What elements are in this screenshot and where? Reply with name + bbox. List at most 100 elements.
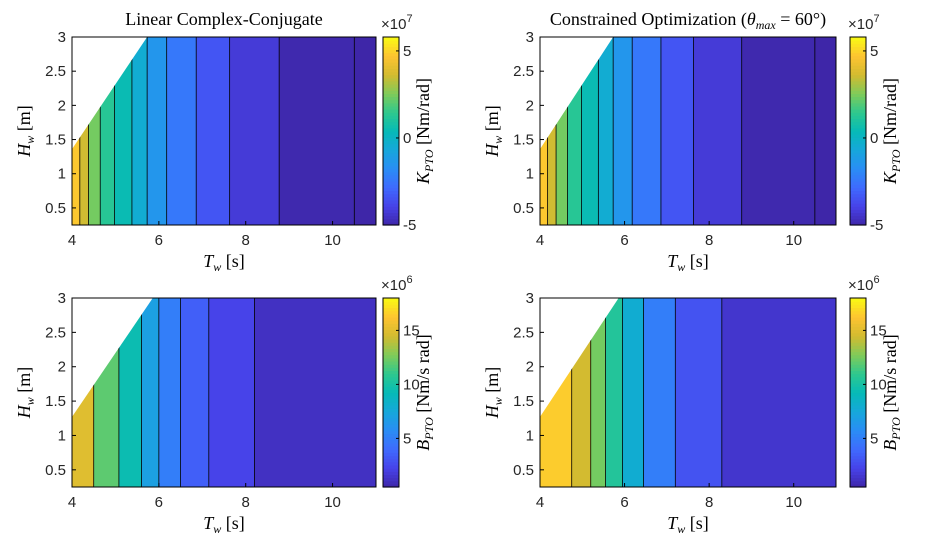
y-tick-label: 3 [58,290,66,307]
colorbar-tick-label: 5 [870,430,878,447]
subplot-2: 4 6 8 10 0.5 1 1.5 2 2.5 3 Tw [s] Hw [m] Constrained… [482,9,903,274]
y-tick-label: 1 [58,427,66,444]
contour-band [180,298,209,487]
x-tick-label: 10 [785,494,802,511]
y-tick-label: 2.5 [45,63,66,80]
colorbar-tick-label: 5 [870,43,878,60]
x-tick-label: 8 [705,494,713,511]
y-tick-label: 0.5 [45,462,66,479]
contour-band [598,37,614,225]
axes-box [71,297,377,488]
chart-title: Linear Complex-Conjugate [125,9,322,29]
y-axis-label: Hw [m] [482,105,505,158]
y-axis-label: Hw [m] [14,367,37,420]
contour-band [166,37,197,225]
breaking-limit-mask [72,37,148,150]
contour-band [741,37,815,225]
y-tick-label: 1 [526,427,534,444]
y-tick-label: 2 [526,359,534,376]
x-tick-label: 4 [536,494,544,511]
y-tick-label: 1.5 [513,132,534,149]
contour-band [118,298,142,487]
colorbar-tick-label: 5 [403,43,411,60]
y-tick-label: 2.5 [513,324,534,341]
x-tick-label: 10 [785,232,802,249]
colorbar-tick-label: 0 [870,130,878,147]
contour-band [693,37,742,225]
y-tick-label: 2 [526,97,534,114]
y-tick-label: 1.5 [45,132,66,149]
contour-band [547,37,557,225]
contour-band [613,37,633,225]
contour-area [540,37,836,225]
y-tick-label: 0.5 [513,462,534,479]
contour-band [114,37,132,225]
contour-area [540,298,836,487]
y-tick-label: 1 [526,166,534,183]
x-tick-label: 4 [536,232,544,249]
contour-band [79,37,89,225]
contour-area [72,37,376,225]
x-tick-label: 4 [68,232,76,249]
x-tick-label: 10 [324,494,341,511]
contour-band [643,298,676,487]
contour-band [675,298,722,487]
x-tick-label: 6 [155,232,163,249]
breaking-limit-mask [540,298,619,417]
y-tick-label: 3 [526,29,534,46]
colorbar-multiplier: ×107 [848,13,880,33]
y-tick-label: 2.5 [513,63,534,80]
colorbar-multiplier: ×106 [848,274,880,294]
contour-band [632,37,661,225]
colorbar-tick-label: 10 [403,376,420,393]
subplot-4: 4 6 8 10 0.5 1 1.5 2 2.5 3 Tw [s] Hw [m] 5 10 15 ×106 BP… [482,274,903,536]
contour-band [254,298,376,487]
y-tick-label: 3 [58,29,66,46]
contour-band [622,298,644,487]
contour-band [279,37,355,225]
breaking-limit-mask [540,37,614,150]
axes-box [539,36,837,226]
contour-area [72,298,376,487]
colorbar: -5 0 5 ×107 KPTO [Nm/rad] [848,13,903,234]
x-tick-label: 10 [324,232,341,249]
y-tick-label: 1 [58,166,66,183]
colorbar-tick-label: 15 [870,322,887,339]
colorbar-label: BPTO [Nm/s rad] [880,334,903,450]
y-axis-label: Hw [m] [482,367,505,420]
colorbar-label: KPTO [Nm/rad] [413,78,436,185]
colorbar-tick-label: -5 [403,217,416,234]
x-tick-label: 8 [242,232,250,249]
subplot-1: 4 6 8 10 0.5 1 1.5 2 2.5 3 Tw [s] Hw [m] Linear Comp… [14,9,436,274]
x-tick-label: 8 [242,494,250,511]
subplot-3: 4 6 8 10 0.5 1 1.5 2 2.5 3 Tw [s] Hw [m] 5 10 15 ×106 BP… [14,274,436,536]
y-tick-label: 2 [58,359,66,376]
axes-box [71,36,377,226]
x-tick-label: 4 [68,494,76,511]
colorbar-tick-label: -5 [870,217,883,234]
x-axis-label: Tw [s] [667,513,709,536]
y-tick-label: 0.5 [45,200,66,217]
y-tick-label: 3 [526,290,534,307]
colorbar-tick-label: 15 [403,322,420,339]
y-tick-label: 2.5 [45,324,66,341]
x-axis-label: Tw [s] [203,251,245,274]
colorbar-label: BPTO [Nm/s rad] [413,334,436,450]
x-tick-label: 6 [155,494,163,511]
contour-band [147,37,167,225]
x-tick-label: 6 [620,494,628,511]
colorbar: 5 10 15 ×106 BPTO [Nm/s rad] [381,274,436,488]
colorbar-multiplier: ×106 [381,274,413,294]
contour-band [556,37,568,225]
contour-band [196,37,230,225]
colorbar-multiplier: ×107 [381,13,413,33]
contour-band [229,37,280,225]
y-tick-label: 0.5 [513,200,534,217]
contour-band [605,298,623,487]
y-tick-label: 1.5 [45,393,66,410]
contour-band [131,37,148,225]
colorbar-tick-label: 10 [870,376,887,393]
contour-band [814,37,836,225]
x-tick-label: 6 [620,232,628,249]
